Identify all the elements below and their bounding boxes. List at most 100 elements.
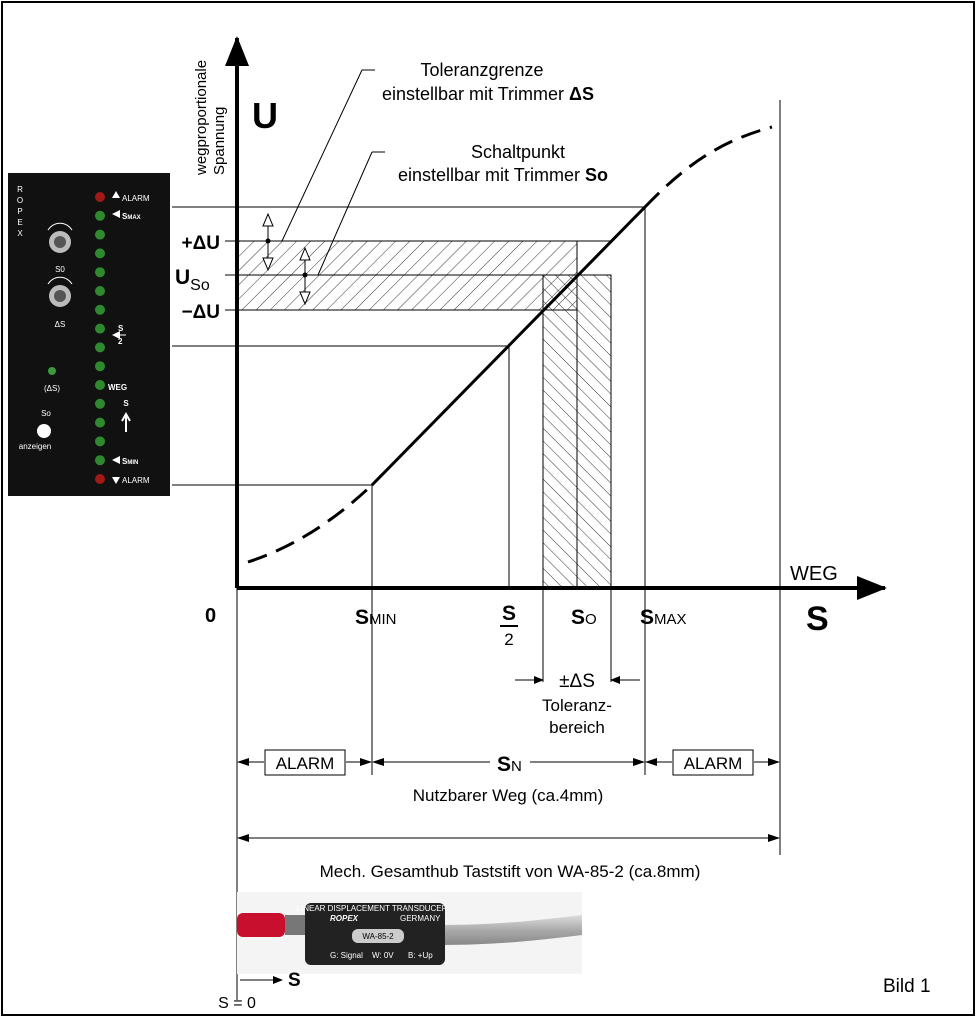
- zero-label: S = 0: [218, 995, 256, 1012]
- text-part: So: [585, 165, 608, 185]
- alarm-box: [264, 749, 346, 776]
- y-label: Spannung: [211, 107, 228, 175]
- shape: ALARM: [122, 476, 150, 485]
- shape: [47, 276, 73, 285]
- shape: anzeigen: [19, 442, 51, 451]
- annotation: Toleranzgrenze: [420, 60, 543, 80]
- alarm-box: [672, 749, 754, 776]
- level-label: −ΔU: [182, 302, 220, 323]
- text-part: S: [571, 606, 585, 629]
- shape: [281, 69, 363, 242]
- text-part: ΔS: [569, 84, 594, 104]
- text-part: S: [122, 457, 128, 466]
- text-part: S: [355, 606, 369, 629]
- led: [95, 380, 105, 390]
- x-label: WEG: [790, 563, 838, 585]
- led: [95, 229, 105, 240]
- range-text: Nutzbarer Weg (ca.4mm): [413, 786, 604, 805]
- shape: [302, 272, 308, 278]
- text-part: S: [122, 212, 128, 221]
- shape: [440, 915, 582, 945]
- text-part: N: [511, 758, 522, 775]
- led: [95, 323, 105, 334]
- text-part: einstellbar mit Trimmer: [382, 84, 564, 104]
- x-mark: S: [502, 602, 516, 625]
- shape: [54, 236, 66, 248]
- shape: (ΔS): [44, 384, 60, 393]
- x-mark: SMIN: [355, 606, 397, 629]
- curve-dashed: [643, 125, 773, 209]
- text-part: O: [585, 611, 597, 628]
- shape: [285, 915, 307, 935]
- tolerance-text: bereich: [549, 718, 605, 737]
- shape: [37, 424, 51, 438]
- shape: [237, 913, 285, 937]
- annotation: einstellbar mit Trimmer So: [398, 165, 608, 185]
- range-label: ALARM: [684, 754, 743, 773]
- led: [95, 455, 105, 466]
- shape: [112, 191, 120, 484]
- dimension-lines: [237, 758, 780, 842]
- x-symbol: S: [806, 600, 829, 638]
- led: [95, 267, 105, 278]
- shape: ROPEX: [16, 185, 25, 240]
- text-part: MAX: [127, 215, 140, 221]
- figure-label: Bild 1: [883, 976, 931, 997]
- led: [95, 248, 105, 259]
- text-part: MIN: [369, 611, 397, 628]
- shape: S0: [55, 265, 65, 274]
- text-part: So: [190, 277, 210, 294]
- led: [95, 286, 105, 296]
- shape: [352, 929, 404, 943]
- direction-label: S: [288, 970, 301, 991]
- curve-dashed: [247, 483, 374, 564]
- control-panel: ROPEX S0 ΔS (ΔS) So anzeigen ALARM SMAX …: [8, 173, 170, 496]
- shape: So: [41, 409, 51, 418]
- text-part: MIN: [127, 460, 138, 466]
- shape: SMAX: [122, 212, 141, 221]
- tolerance-text: Toleranz-: [542, 696, 612, 715]
- guide-lines: [172, 69, 781, 1000]
- annotation: Schaltpunkt: [471, 142, 565, 162]
- shape: LINEAR DISPLACEMENT TRANSDUCER: [297, 904, 448, 913]
- y-label: wegproportionale: [193, 60, 210, 176]
- shape: [317, 151, 373, 276]
- shape: [48, 367, 56, 375]
- shape: [54, 290, 66, 302]
- text-part: MAX: [654, 611, 687, 628]
- shape: W: 0V: [372, 951, 394, 960]
- x-mark: 2: [504, 630, 513, 649]
- annotation: einstellbar mit Trimmer ΔS: [382, 84, 594, 104]
- shape: WEG: [108, 383, 127, 392]
- shape: 2: [118, 337, 123, 346]
- shape: [8, 173, 170, 496]
- x-mark: SMAX: [640, 606, 687, 629]
- shape: [121, 411, 131, 432]
- adjust-arrows: [262, 212, 311, 306]
- text-part: einstellbar mit Trimmer: [398, 165, 580, 185]
- led: [95, 417, 105, 428]
- shape: ROPEX: [330, 914, 359, 923]
- text-part: U: [175, 266, 190, 289]
- level-label: USo: [175, 266, 210, 294]
- sensor-photo: LINEAR DISPLACEMENT TRANSDUCER ROPEX GER…: [237, 892, 582, 974]
- shape: [47, 222, 73, 231]
- range-label: SN: [497, 753, 522, 776]
- shape: ΔS: [55, 320, 66, 329]
- level-label: +ΔU: [182, 233, 220, 254]
- led: [95, 474, 105, 484]
- shape: G: Signal: [330, 951, 363, 960]
- shape: S: [118, 324, 124, 333]
- led: [95, 192, 105, 202]
- shape: [265, 238, 271, 244]
- tolerance-label: ±ΔS: [559, 671, 595, 692]
- led: [95, 304, 105, 315]
- shape: S: [123, 399, 129, 408]
- led: [95, 398, 105, 409]
- shape: [262, 212, 274, 272]
- text-part: S: [497, 753, 511, 776]
- led: [95, 436, 105, 447]
- shape: WA-85-2: [362, 932, 394, 941]
